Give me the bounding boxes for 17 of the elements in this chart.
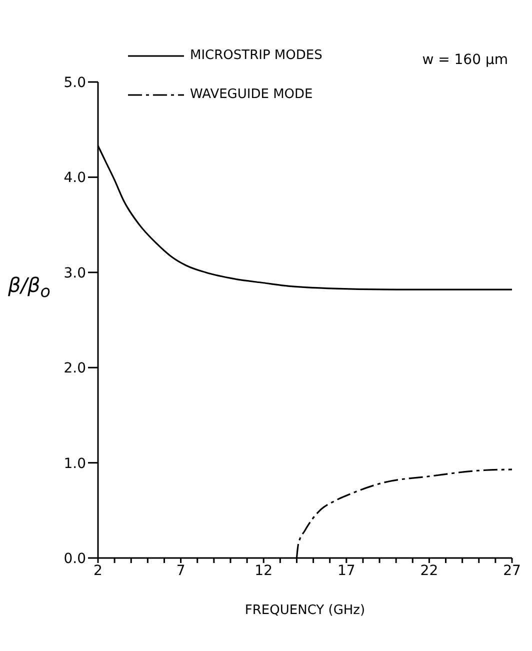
x-axis-title: FREQUENCY (GHz): [244, 603, 366, 618]
x-tick-label: 12: [254, 562, 273, 579]
x-tick-label: 27: [503, 562, 521, 579]
legend-label: WAVEGUIDE MODE: [190, 87, 313, 102]
text: w = 160 μm: [422, 52, 508, 68]
y-tick-label: 2.0: [64, 360, 86, 377]
y-tick-label: 0.0: [64, 550, 86, 567]
y-tick-label: 4.0: [64, 170, 86, 186]
y-tick-label: 5.0: [64, 74, 86, 91]
y-tick-label: 3.0: [64, 265, 86, 282]
y-tick-label: 1.0: [64, 456, 86, 472]
x-tick-label: 22: [420, 562, 438, 579]
y-axis-title: β/β$_{o}$: [8, 273, 50, 301]
x-tick-label: 2: [94, 562, 102, 579]
x-tick-label: 7: [176, 562, 186, 579]
legend-label: MICROSTRIP MODES: [190, 48, 322, 63]
x-tick-label: 17: [337, 562, 356, 579]
